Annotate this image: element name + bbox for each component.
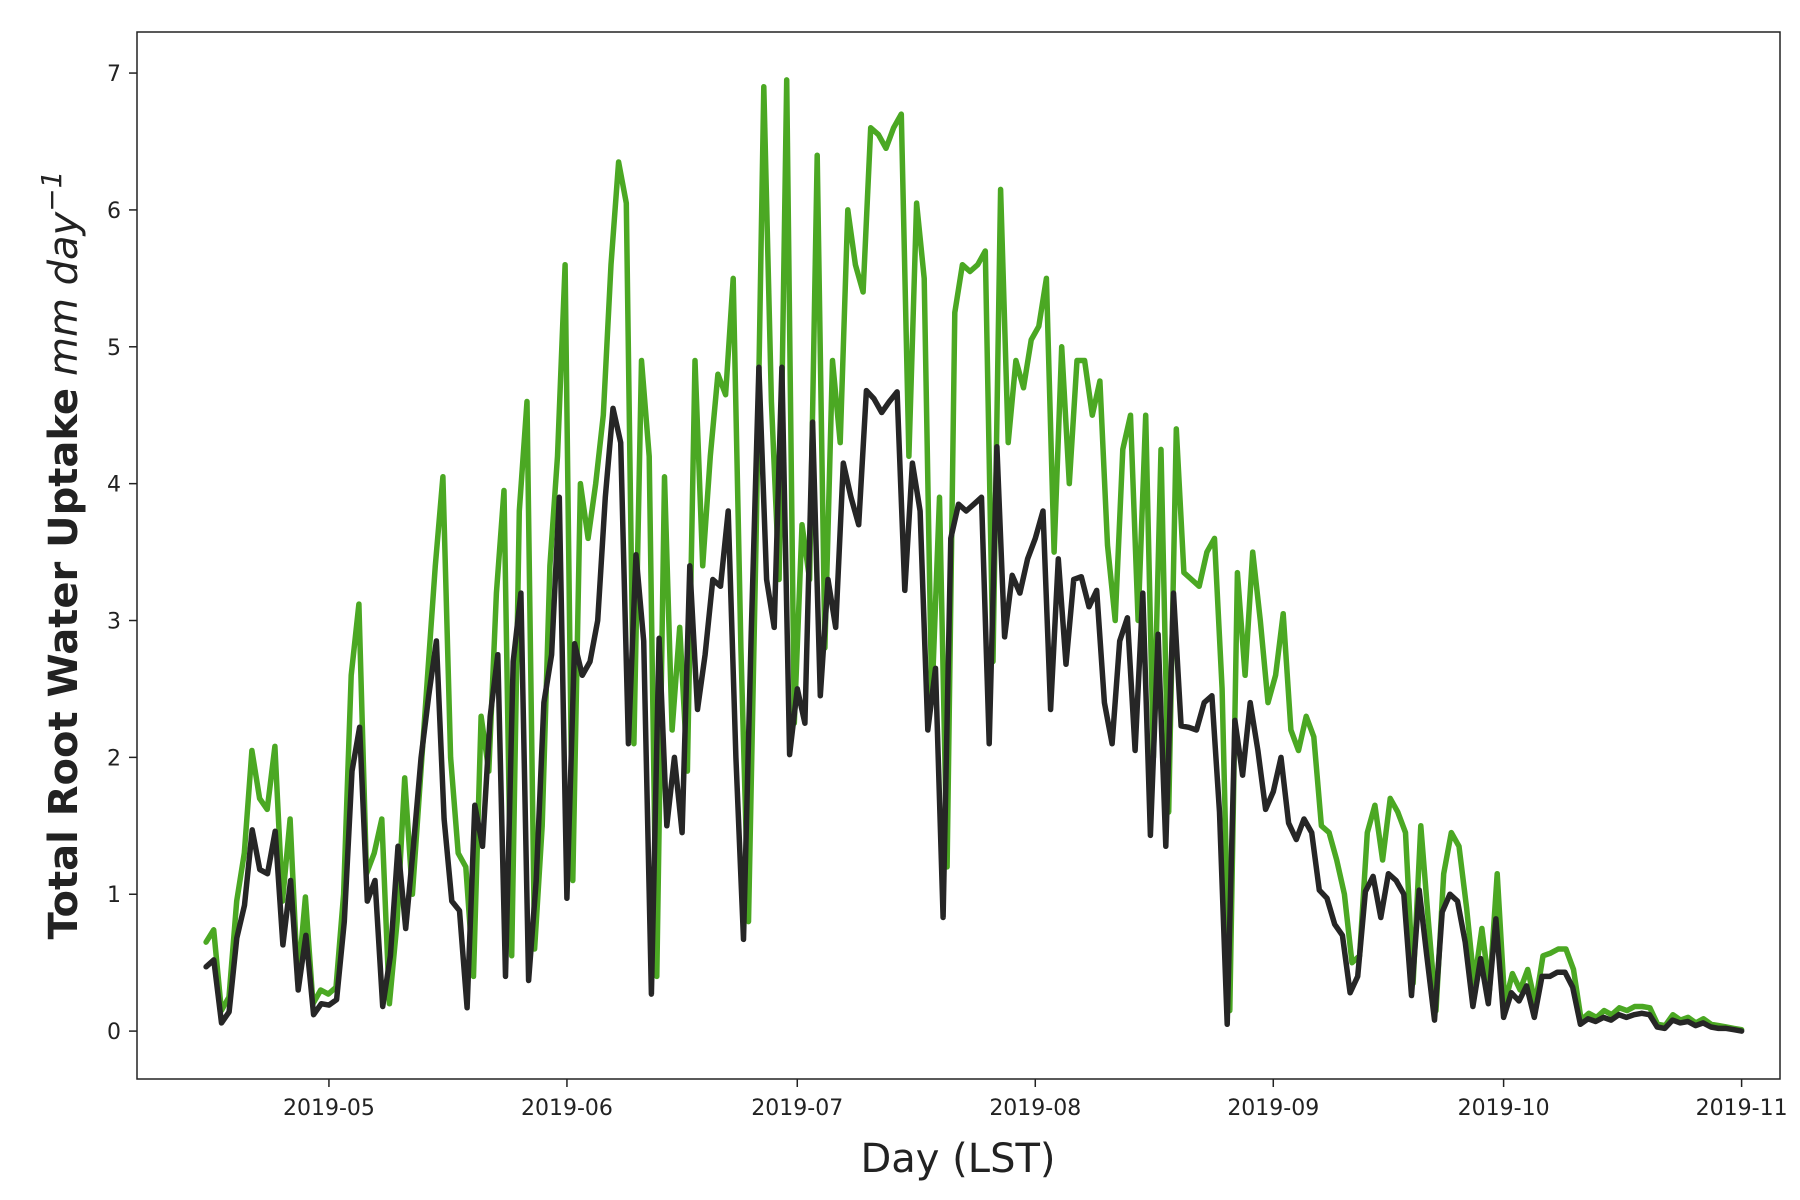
x-tick-label: 2019-05	[283, 1096, 375, 1121]
y-tick-label: 1	[107, 883, 121, 908]
series-group	[203, 77, 1745, 1034]
y-tick-label: 7	[107, 62, 121, 87]
y-axis-label-unit: mm day	[41, 210, 87, 376]
x-tick-label: 2019-09	[1227, 1096, 1319, 1121]
x-tick-label: 2019-06	[521, 1096, 613, 1121]
x-axis: 2019-05 2019-06 2019-07 2019-08 2019-09 2019-…	[283, 1079, 1788, 1121]
x-tick-label: 2019-11	[1696, 1096, 1788, 1121]
y-axis: 0 1 2 3 4 5 6 7	[107, 62, 137, 1045]
x-tick-label: 2019-10	[1458, 1096, 1550, 1121]
y-tick-label: 0	[107, 1020, 121, 1045]
x-tick-label: 2019-07	[751, 1096, 843, 1121]
y-axis-label: Total Root Water Uptake mm day−1	[35, 171, 87, 940]
plot-area	[136, 31, 1781, 1080]
y-axis-label-exponent: −1	[35, 171, 68, 212]
y-tick-label: 5	[107, 336, 121, 361]
y-axis-label-main: Total Root Water Uptake	[41, 388, 87, 939]
x-axis-label: Day (LST)	[860, 1136, 1055, 1182]
series-line-1	[203, 77, 1745, 1033]
y-tick-label: 2	[107, 746, 121, 771]
y-tick-label: 6	[107, 199, 121, 224]
y-tick-label: 3	[107, 610, 121, 635]
y-tick-label: 4	[107, 473, 121, 498]
series-line-2	[203, 364, 1745, 1034]
x-tick-label: 2019-08	[989, 1096, 1081, 1121]
